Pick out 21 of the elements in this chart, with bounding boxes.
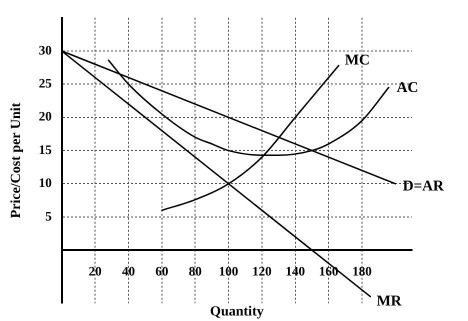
- y-tick-label: 25: [38, 76, 52, 91]
- x-tick-label: 80: [188, 263, 202, 278]
- x-tick-label: 40: [122, 263, 136, 278]
- series-label: MR: [376, 293, 402, 310]
- x-tick-label: 180: [352, 263, 372, 278]
- y-axis-title: Price/Cost per Unit: [9, 102, 24, 218]
- x-axis-title: Quantity: [210, 304, 264, 320]
- y-tick-label: 30: [38, 42, 52, 58]
- series-label: AC: [396, 80, 418, 96]
- x-tick-label: 60: [155, 263, 168, 278]
- x-tick-label: 100: [218, 263, 238, 278]
- y-tick-label: 15: [38, 142, 52, 157]
- x-tick-label: 120: [252, 263, 272, 278]
- x-tick-label: 140: [286, 263, 306, 278]
- series-label: MC: [344, 52, 370, 68]
- series-label: D=AR: [402, 178, 444, 195]
- y-tick-label: 20: [38, 108, 52, 124]
- x-tick-label: 160: [318, 263, 338, 278]
- y-tick-label: 5: [45, 208, 52, 224]
- x-tick-label: 20: [88, 263, 102, 278]
- y-tick-label: 10: [38, 175, 52, 190]
